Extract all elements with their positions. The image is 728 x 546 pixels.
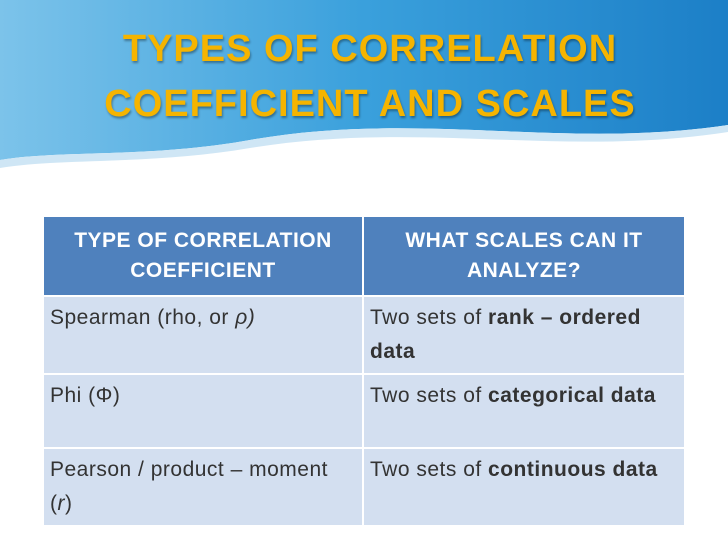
cell-text: continuous data — [488, 458, 658, 481]
cell-text: rank – ordered data — [370, 306, 641, 363]
header-row: TYPE OF CORRELATION COEFFICIENT WHAT SCA… — [42, 215, 686, 297]
cell-text: Two sets of — [370, 306, 489, 329]
cell-text: categorical data — [488, 384, 656, 407]
table-cell: Two sets of continuous data — [362, 447, 686, 527]
table-cell: Two sets of rank – ordered data — [362, 295, 686, 375]
table-cell: Pearson / product – moment (r) — [42, 447, 364, 527]
cell-text: r — [57, 492, 65, 515]
table-cell: Phi (Φ) — [42, 373, 364, 449]
cell-text: Two sets of — [370, 384, 489, 407]
cell-text: Two sets of — [370, 458, 489, 481]
table-row: Spearman (rho, or ρ) Two sets of rank – o… — [42, 295, 686, 375]
cell-text: Phi (Φ) — [50, 384, 121, 407]
column-header: TYPE OF CORRELATION COEFFICIENT — [42, 215, 364, 297]
cell-text: Spearman (rho, or — [50, 306, 236, 329]
data-table: TYPE OF CORRELATION COEFFICIENT WHAT SCA… — [42, 215, 686, 527]
column-header: WHAT SCALES CAN IT ANALYZE? — [362, 215, 686, 297]
header-background — [0, 0, 728, 168]
slide-title: TYPES OF CORRELATION COEFFICIENT AND SCA… — [104, 28, 636, 125]
table-cell: Two sets of categorical data — [362, 373, 686, 449]
table-cell: Spearman (rho, or ρ) — [42, 295, 364, 375]
cell-text: ) — [65, 492, 73, 515]
cell-text: ρ) — [235, 306, 256, 329]
table-row: Pearson / product – moment (r) Two sets o… — [42, 447, 686, 527]
cell-text: Pearson / product – moment ( — [50, 458, 328, 515]
table-row: Phi (Φ) Two sets of categorical data — [42, 373, 686, 449]
